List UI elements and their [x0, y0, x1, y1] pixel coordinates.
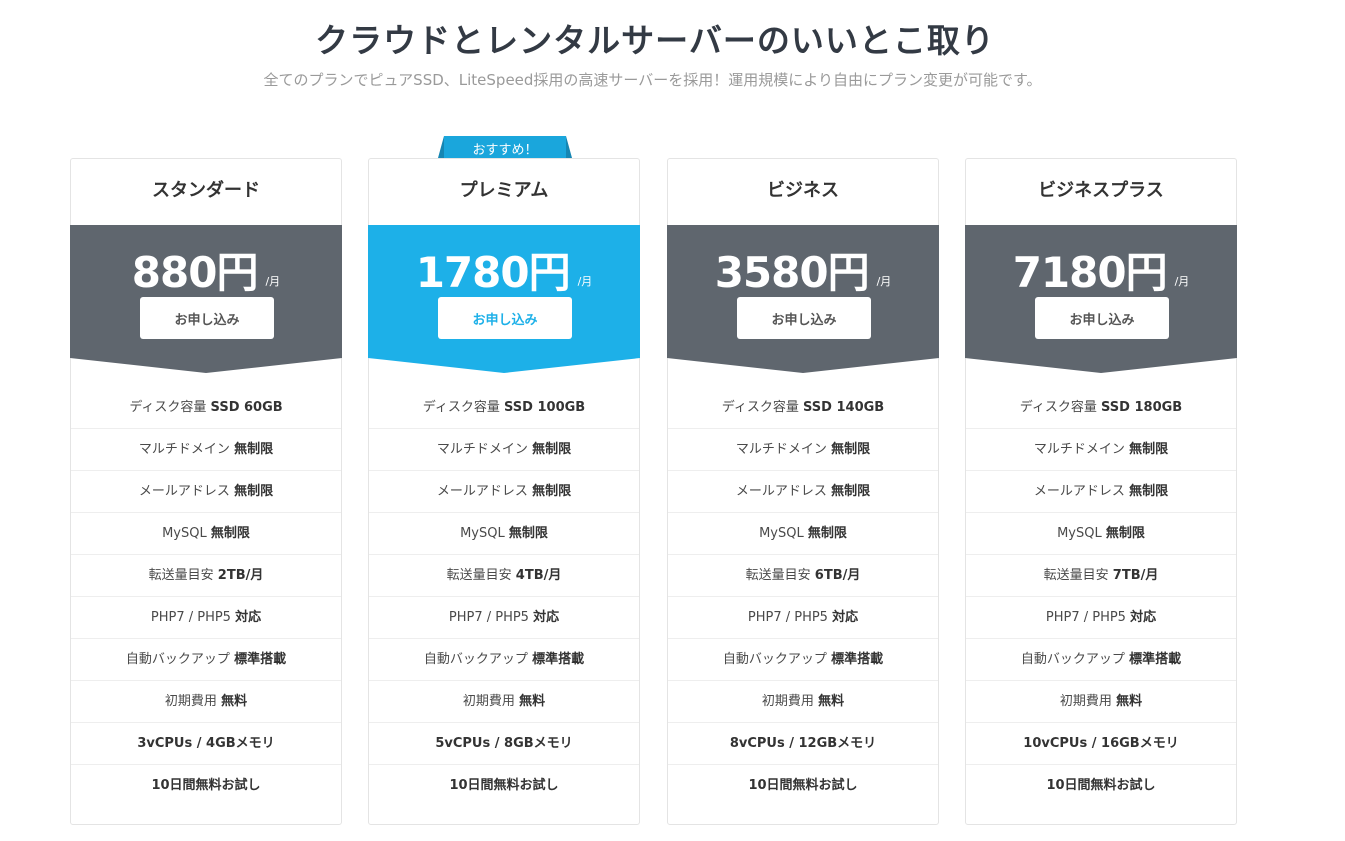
- price-box: 880円/月 お申し込み: [70, 225, 342, 373]
- feature-backup: 自動バックアップ 標準搭載: [71, 639, 341, 681]
- feature-trial: 10日間無料お試し: [748, 778, 858, 793]
- price-unit: /月: [1174, 275, 1190, 288]
- ribbon-label: おすすめ！: [472, 143, 538, 158]
- price-box: 1780円/月 お申し込み: [368, 225, 640, 373]
- feature-disk: ディスク容量 SSD 60GB: [71, 387, 341, 429]
- feature-disk: ディスク容量 SSD 180GB: [966, 387, 1236, 429]
- feature-list: ディスク容量 SSD 180GB マルチドメイン 無制限 メールアドレス 無制限…: [966, 387, 1236, 806]
- feature-domain: マルチドメイン 無制限: [966, 429, 1236, 471]
- apply-button[interactable]: お申し込み: [140, 297, 274, 339]
- feature-disk: ディスク容量 SSD 100GB: [369, 387, 639, 429]
- recommended-ribbon: おすすめ！: [438, 136, 572, 158]
- feature-trial: 10日間無料お試し: [1046, 778, 1156, 793]
- price-box: 7180円/月 お申し込み: [965, 225, 1237, 373]
- feature-trial: 10日間無料お試し: [449, 778, 559, 793]
- price-amount: 1780円: [415, 248, 571, 297]
- feature-fee: 初期費用 無料: [71, 681, 341, 723]
- price-line: 7180円/月: [966, 239, 1236, 300]
- feature-mail: メールアドレス 無制限: [369, 471, 639, 513]
- feature-domain: マルチドメイン 無制限: [668, 429, 938, 471]
- feature-fee: 初期費用 無料: [966, 681, 1236, 723]
- feature-list: ディスク容量 SSD 100GB マルチドメイン 無制限 メールアドレス 無制限…: [369, 387, 639, 806]
- feature-list: ディスク容量 SSD 140GB マルチドメイン 無制限 メールアドレス 無制限…: [668, 387, 938, 806]
- price-box: 3580円/月 お申し込み: [667, 225, 939, 373]
- feature-php: PHP7 / PHP5 対応: [966, 597, 1236, 639]
- plan-name: ビジネスプラス: [1038, 180, 1164, 201]
- feature-mysql: MySQL 無制限: [966, 513, 1236, 555]
- plan-card: ビジネス 3580円/月 お申し込み ディスク容量 SSD 140GB マルチド…: [667, 158, 939, 825]
- feature-transfer: 転送量目安 2TB/月: [71, 555, 341, 597]
- feature-cpu: 5vCPUs / 8GBメモリ: [369, 723, 639, 765]
- page-subtitle: 全てのプランでピュアSSD、LiteSpeed採用の高速サーバーを採用！運用規模…: [263, 71, 1042, 89]
- feature-fee: 初期費用 無料: [668, 681, 938, 723]
- price-line: 3580円/月: [668, 239, 938, 300]
- feature-mail: メールアドレス 無制限: [71, 471, 341, 513]
- price-unit: /月: [876, 275, 892, 288]
- plan-name: プレミアム: [459, 180, 549, 201]
- feature-list: ディスク容量 SSD 60GB マルチドメイン 無制限 メールアドレス 無制限 …: [71, 387, 341, 806]
- feature-php: PHP7 / PHP5 対応: [668, 597, 938, 639]
- apply-button[interactable]: お申し込み: [1035, 297, 1169, 339]
- feature-php: PHP7 / PHP5 対応: [71, 597, 341, 639]
- price-amount: 880円: [131, 248, 259, 297]
- feature-trial: 10日間無料お試し: [151, 778, 261, 793]
- price-amount: 7180円: [1012, 248, 1168, 297]
- feature-backup: 自動バックアップ 標準搭載: [668, 639, 938, 681]
- feature-php: PHP7 / PHP5 対応: [369, 597, 639, 639]
- feature-disk: ディスク容量 SSD 140GB: [668, 387, 938, 429]
- feature-cpu: 10vCPUs / 16GBメモリ: [966, 723, 1236, 765]
- plan-card: ビジネスプラス 7180円/月 お申し込み ディスク容量 SSD 180GB マ…: [965, 158, 1237, 825]
- feature-domain: マルチドメイン 無制限: [71, 429, 341, 471]
- price-line: 880円/月: [71, 239, 341, 300]
- feature-backup: 自動バックアップ 標準搭載: [966, 639, 1236, 681]
- feature-mysql: MySQL 無制限: [668, 513, 938, 555]
- feature-mysql: MySQL 無制限: [71, 513, 341, 555]
- plan-card: スタンダード 880円/月 お申し込み ディスク容量 SSD 60GB マルチド…: [70, 158, 342, 825]
- feature-cpu: 3vCPUs / 4GBメモリ: [71, 723, 341, 765]
- feature-cpu: 8vCPUs / 12GBメモリ: [668, 723, 938, 765]
- price-line: 1780円/月: [369, 239, 639, 300]
- feature-mail: メールアドレス 無制限: [668, 471, 938, 513]
- feature-transfer: 転送量目安 6TB/月: [668, 555, 938, 597]
- price-unit: /月: [265, 275, 281, 288]
- plan-name: ビジネス: [767, 180, 839, 201]
- feature-mail: メールアドレス 無制限: [966, 471, 1236, 513]
- feature-transfer: 転送量目安 7TB/月: [966, 555, 1236, 597]
- feature-backup: 自動バックアップ 標準搭載: [369, 639, 639, 681]
- price-unit: /月: [577, 275, 593, 288]
- plan-name: スタンダード: [152, 180, 260, 201]
- feature-domain: マルチドメイン 無制限: [369, 429, 639, 471]
- feature-transfer: 転送量目安 4TB/月: [369, 555, 639, 597]
- apply-button[interactable]: お申し込み: [438, 297, 572, 339]
- apply-button[interactable]: お申し込み: [737, 297, 871, 339]
- feature-fee: 初期費用 無料: [369, 681, 639, 723]
- plan-card: プレミアム 1780円/月 お申し込み ディスク容量 SSD 100GB マルチ…: [368, 158, 640, 825]
- page-title: クラウドとレンタルサーバーのいいとこ取り: [315, 21, 995, 60]
- price-amount: 3580円: [714, 248, 870, 297]
- ribbon-body: [444, 136, 566, 158]
- feature-mysql: MySQL 無制限: [369, 513, 639, 555]
